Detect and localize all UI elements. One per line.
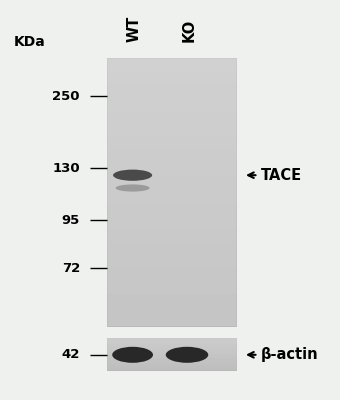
Text: TACE: TACE (261, 168, 302, 183)
Text: 250: 250 (52, 90, 80, 102)
Ellipse shape (116, 184, 150, 192)
Text: KO: KO (181, 19, 196, 42)
Bar (107, 58, 236, 326)
Ellipse shape (113, 170, 152, 181)
Ellipse shape (112, 347, 153, 363)
Text: β-actin: β-actin (261, 347, 319, 362)
Text: KDa: KDa (14, 35, 45, 49)
Ellipse shape (166, 347, 208, 363)
Text: WT: WT (127, 16, 142, 42)
Text: 72: 72 (62, 262, 80, 274)
Text: 95: 95 (62, 214, 80, 226)
Text: 130: 130 (52, 162, 80, 174)
Text: 42: 42 (62, 348, 80, 361)
Bar (107, 338, 236, 370)
